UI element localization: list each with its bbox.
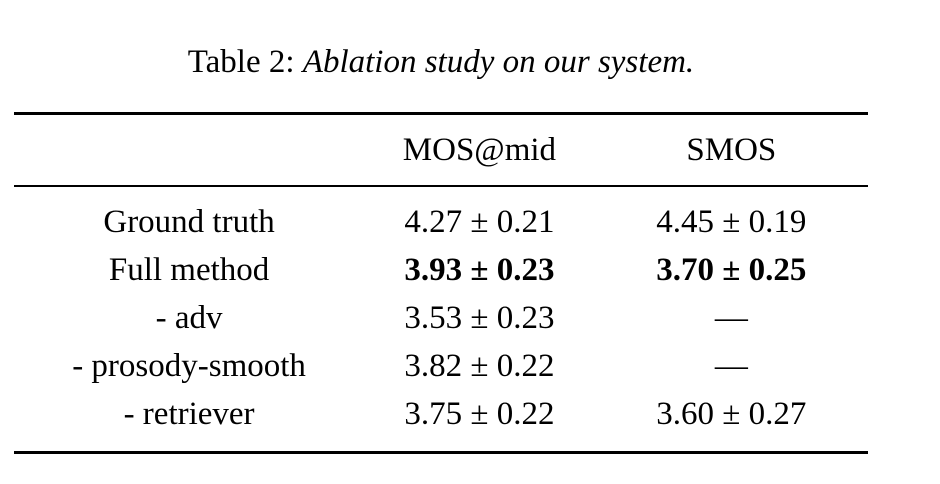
smos-value: 3.70 ± 0.25 (656, 251, 807, 288)
header-cell-empty (14, 113, 365, 187)
table-row: - prosody-smooth 3.82 ± 0.22 — (14, 342, 868, 390)
table-row: - retriever 3.75 ± 0.22 3.60 ± 0.27 (14, 390, 868, 453)
table-row: Ground truth 4.27 ± 0.21 4.45 ± 0.19 (14, 186, 868, 246)
ablation-table: MOS@mid SMOS Ground truth 4.27 ± 0.21 4.… (14, 112, 868, 454)
header-cell-smos: SMOS (594, 113, 868, 187)
table-row: - adv 3.53 ± 0.23 — (14, 294, 868, 342)
table-caption-title: Ablation study on our system. (302, 44, 695, 80)
smos-value: — (714, 299, 748, 336)
table-caption: Table 2: Ablation study on our system. (14, 40, 868, 84)
row-label: - retriever (123, 395, 255, 432)
mos-value: 3.75 ± 0.22 (404, 395, 555, 432)
header-cell-mos: MOS@mid (364, 113, 595, 187)
smos-value: — (714, 347, 748, 384)
mos-value: 3.53 ± 0.23 (404, 299, 555, 336)
row-label: Full method (108, 251, 270, 288)
mos-value: 3.93 ± 0.23 (404, 251, 555, 288)
row-label: - adv (155, 299, 223, 336)
smos-value: 3.60 ± 0.27 (656, 395, 807, 432)
row-label: - prosody-smooth (72, 347, 306, 384)
row-label: Ground truth (103, 203, 275, 240)
table-caption-label: Table 2: (187, 44, 303, 80)
mos-value: 4.27 ± 0.21 (404, 203, 555, 240)
table-row: Full method 3.93 ± 0.23 3.70 ± 0.25 (14, 246, 868, 294)
smos-value: 4.45 ± 0.19 (656, 203, 807, 240)
mos-value: 3.82 ± 0.22 (404, 347, 555, 384)
header-row: MOS@mid SMOS (14, 113, 868, 187)
